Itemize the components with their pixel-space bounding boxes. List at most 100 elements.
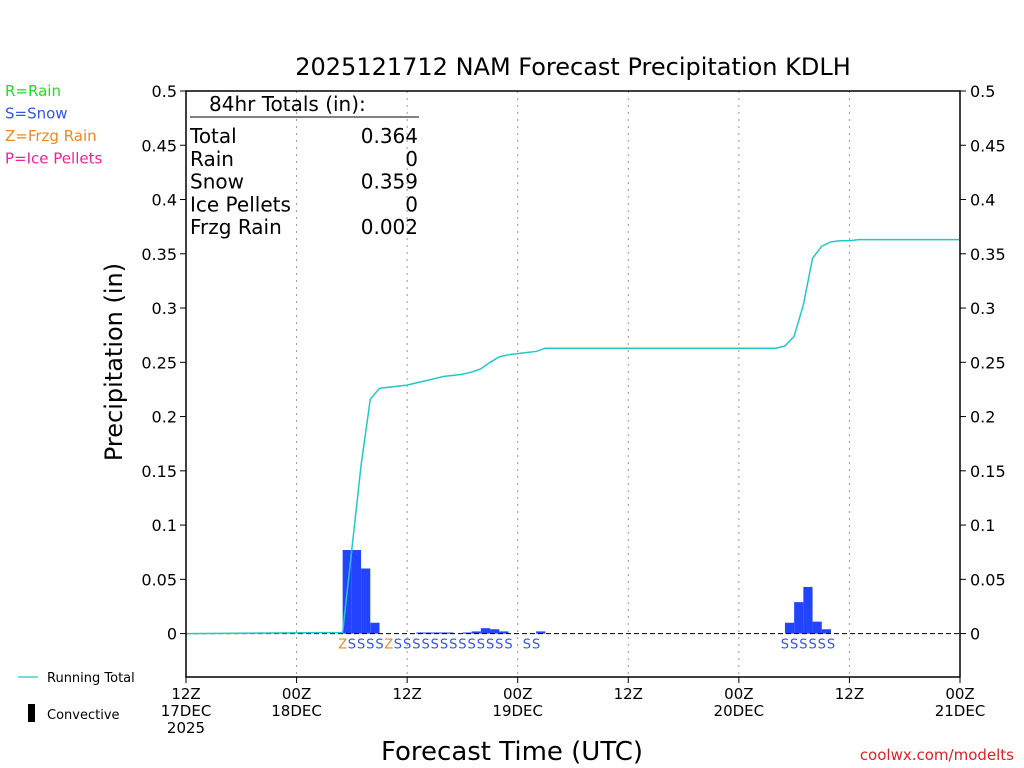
precip-bar (821, 629, 831, 634)
x-tick-label: 00Z (503, 685, 532, 703)
ptype-label: S (394, 638, 402, 653)
ptype-label: S (827, 638, 835, 653)
y-tick-label: 0.35 (970, 245, 1006, 264)
ptype-label: S (790, 638, 798, 653)
running-total-legend: Running Total (18, 671, 135, 686)
ptype-label: S (421, 638, 429, 653)
y-tick-label: 0.05 (141, 570, 177, 589)
y-tick-label: 0.05 (970, 570, 1006, 589)
y-tick-label: 0.4 (970, 191, 995, 210)
y-tick-label: 0.25 (970, 353, 1006, 372)
precip-bar (434, 632, 444, 634)
ptype-label: S (357, 638, 365, 653)
y-tick-label: 0.45 (141, 136, 177, 155)
ptype-label: Z (384, 638, 393, 653)
ptype-label: S (781, 638, 789, 653)
precip-bar (361, 568, 371, 634)
totals-row-label: Total (189, 124, 237, 148)
bar-series (342, 550, 831, 634)
totals-row-value: 0 (405, 192, 418, 216)
y-tick-label: 0.3 (970, 299, 995, 318)
ptype-label: S (532, 638, 540, 653)
legend-entry: S=Snow (5, 105, 68, 123)
x-tick-label: 12Z (171, 685, 200, 703)
precip-bar (812, 621, 822, 634)
precip-bar (480, 628, 491, 634)
ptype-label: Z (338, 638, 347, 653)
ptype-label: S (412, 638, 420, 653)
precip-bar (471, 631, 481, 634)
totals-row-value: 0.002 (361, 215, 418, 239)
precip-bar (370, 622, 380, 634)
credit-text: coolwx.com/modelts (860, 746, 1014, 764)
totals-row-value: 0.359 (361, 170, 418, 194)
legend-entry: P=Ice Pellets (5, 150, 102, 168)
ptype-label: S (366, 638, 374, 653)
y-tick-label: 0.1 (970, 516, 995, 535)
y-axis-label: Precipitation (in) (100, 263, 128, 461)
y-tick-label: 0.2 (152, 408, 177, 427)
precip-bar (490, 629, 500, 634)
running-total-label: Running Total (47, 671, 135, 686)
ptype-label: S (477, 638, 485, 653)
totals-row-label: Ice Pellets (190, 192, 291, 216)
ptype-label: S (504, 638, 512, 653)
precip-bar (784, 622, 795, 634)
totals-row-label: Frzg Rain (190, 215, 282, 239)
y-tick-label: 0.15 (141, 462, 177, 481)
running-total-line (185, 238, 960, 635)
precip-bar (444, 632, 454, 634)
x-tick-label: 17DEC (161, 702, 212, 720)
ptype-label: S (431, 638, 439, 653)
y-axis-right: 0 0.05 0.1 0.15 0.2 0.25 0.3 0.35 0.4 0.45 0.5 (960, 82, 1006, 644)
totals-row-label: Snow (190, 170, 244, 194)
ptype-label: S (799, 638, 807, 653)
y-tick-label: 0.4 (152, 191, 177, 210)
x-tick-label: 21DEC (935, 702, 986, 720)
convective-legend: Convective (28, 704, 120, 723)
x-tick-label: 2025 (167, 719, 205, 737)
precip-bar (416, 632, 426, 634)
legend-entry: Z=Frzg Rain (5, 127, 97, 145)
ptype-label: S (468, 638, 476, 653)
ptype-label: S (449, 638, 457, 653)
ptype-label: S (486, 638, 494, 653)
ptype-label: S (348, 638, 356, 653)
totals-box: 84hr Totals (in): Total 0.364 Rain 0 Snow 0.35… (189, 92, 419, 239)
precip-bar (794, 602, 804, 634)
y-tick-label: 0.2 (970, 408, 995, 427)
y-tick-label: 0.35 (141, 245, 177, 264)
x-tick-label: 20DEC (714, 702, 765, 720)
y-tick-label: 0.1 (152, 516, 177, 535)
x-tick-label: 00Z (282, 685, 311, 703)
totals-header: 84hr Totals (in): (209, 92, 366, 116)
x-tick-label: 19DEC (492, 702, 543, 720)
ptype-label: S (495, 638, 503, 653)
ptype-label: S (440, 638, 448, 653)
x-axis-label: Forecast Time (UTC) (381, 737, 643, 767)
y-tick-label: 0.5 (152, 82, 177, 101)
x-tick-label: 12Z (614, 685, 643, 703)
ptype-label: S (808, 638, 816, 653)
y-tick-label: 0 (167, 625, 177, 644)
ptype-label: S (458, 638, 466, 653)
ptype-legend: R=Rain S=Snow Z=Frzg Rain P=Ice Pellets (5, 82, 102, 168)
y-tick-label: 0.15 (970, 462, 1006, 481)
precip-bar (425, 632, 435, 634)
legend-entry: R=Rain (5, 82, 61, 100)
y-tick-label: 0 (970, 625, 980, 644)
precip-bar (499, 631, 509, 634)
y-tick-label: 0.3 (152, 299, 177, 318)
ptype-label: S (523, 638, 531, 653)
ptype-label: S (818, 638, 826, 653)
x-tick-label: 18DEC (271, 702, 322, 720)
ptype-label: S (403, 638, 411, 653)
totals-row-label: Rain (190, 147, 234, 171)
x-tick-label: 12Z (392, 685, 421, 703)
ptype-label: S (375, 638, 383, 653)
plot-frame (185, 90, 961, 678)
y-tick-label: 0.25 (141, 353, 177, 372)
precip-bar (462, 632, 472, 634)
